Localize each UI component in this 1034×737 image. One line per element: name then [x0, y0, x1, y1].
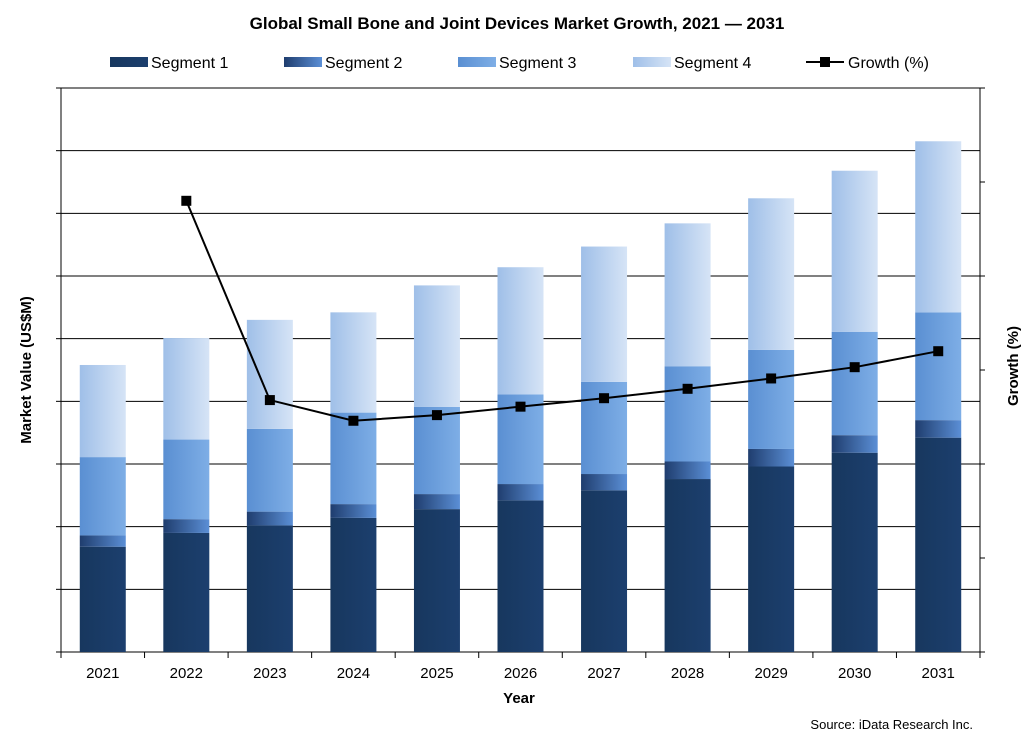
bar-segment-1: [497, 500, 544, 652]
growth-point: [849, 362, 860, 373]
bar-segment-4: [163, 338, 210, 440]
bar-segment-1: [163, 532, 210, 652]
x-tick-label: 2030: [838, 665, 871, 682]
legend-label-4: Segment 4: [674, 55, 751, 72]
bar-segment-3: [915, 312, 962, 421]
x-tick-labels: 2021 2022 2023 2024 2025 2026 2027 2028 2029 2030…: [86, 665, 955, 682]
bar-segment-2: [163, 519, 210, 533]
bar-segment-1: [79, 546, 126, 652]
bar-segment-4: [497, 267, 544, 395]
bar-segment-3: [748, 349, 795, 449]
x-tick-label: 2023: [253, 665, 286, 682]
x-tick-label: 2027: [587, 665, 620, 682]
x-tick-label: 2026: [504, 665, 537, 682]
growth-line-series: [181, 195, 944, 426]
legend: Segment 1 Segment 2 Segment 3 Segment 4 Grow…: [110, 55, 929, 72]
x-tick-label: 2025: [420, 665, 453, 682]
bar-segment-2: [748, 448, 795, 467]
x-tick-label: 2022: [170, 665, 203, 682]
bar-segment-2: [497, 484, 544, 501]
growth-point: [264, 395, 275, 406]
legend-line-marker: [820, 57, 830, 67]
bar-segment-4: [915, 141, 962, 313]
bar-segment-2: [79, 535, 126, 547]
bar-segment-3: [664, 366, 711, 462]
bar-segment-1: [915, 437, 962, 652]
bar-segment-2: [246, 511, 293, 526]
legend-swatch-3: [458, 57, 496, 67]
growth-point: [515, 401, 526, 412]
x-axis-title: Year: [503, 690, 535, 707]
bar-segment-3: [831, 331, 878, 436]
bar-segment-1: [330, 517, 377, 652]
y2-axis-title: Growth (%): [1005, 326, 1022, 406]
legend-label-2: Segment 2: [325, 55, 402, 72]
bar-segment-2: [581, 474, 628, 491]
bar-segment-3: [79, 457, 126, 536]
bar-segment-1: [246, 525, 293, 652]
growth-point: [181, 195, 192, 206]
growth-point: [766, 373, 777, 384]
bar-segment-2: [915, 420, 962, 438]
growth-point: [431, 410, 442, 421]
bar-segment-3: [413, 406, 460, 495]
legend-swatch-2: [284, 57, 322, 67]
growth-point: [933, 346, 944, 357]
x-tick-label: 2024: [337, 665, 370, 682]
bar-segment-4: [581, 246, 628, 382]
legend-label-1: Segment 1: [151, 55, 228, 72]
chart-title: Global Small Bone and Joint Devices Mark…: [250, 14, 785, 33]
bar-segment-2: [664, 461, 711, 480]
growth-point: [682, 383, 693, 394]
bar-segment-4: [330, 312, 377, 413]
bar-segment-4: [246, 319, 293, 429]
bar-segment-3: [246, 428, 293, 512]
legend-swatch-4: [633, 57, 671, 67]
legend-label-growth: Growth (%): [848, 55, 929, 72]
y-axis-title: Market Value (US$M): [18, 296, 35, 444]
bar-segment-3: [163, 439, 210, 520]
bar-segment-2: [330, 504, 377, 518]
source-note: Source: iData Research Inc.: [810, 717, 973, 732]
bar-segment-4: [413, 285, 460, 407]
legend-swatch-1: [110, 57, 148, 67]
legend-label-3: Segment 3: [499, 55, 576, 72]
x-tick-label: 2029: [754, 665, 787, 682]
bars: [79, 141, 962, 652]
growth-point: [599, 393, 610, 404]
bar-segment-4: [79, 364, 126, 458]
x-tick-label: 2028: [671, 665, 704, 682]
bar-segment-2: [831, 435, 878, 453]
bar-segment-1: [581, 490, 628, 652]
x-tick-label: 2021: [86, 665, 119, 682]
growth-point: [348, 415, 359, 426]
bar-segment-1: [831, 452, 878, 652]
bar-segment-1: [413, 509, 460, 652]
bar-segment-2: [413, 494, 460, 510]
bar-segment-4: [831, 170, 878, 332]
bar-segment-3: [330, 412, 377, 505]
bar-segment-4: [664, 223, 711, 367]
bar-segment-1: [664, 479, 711, 652]
axes: [56, 87, 985, 658]
x-tick-label: 2031: [922, 665, 955, 682]
growth-line: [185, 200, 939, 422]
bar-segment-1: [748, 466, 795, 652]
bar-segment-4: [748, 198, 795, 350]
